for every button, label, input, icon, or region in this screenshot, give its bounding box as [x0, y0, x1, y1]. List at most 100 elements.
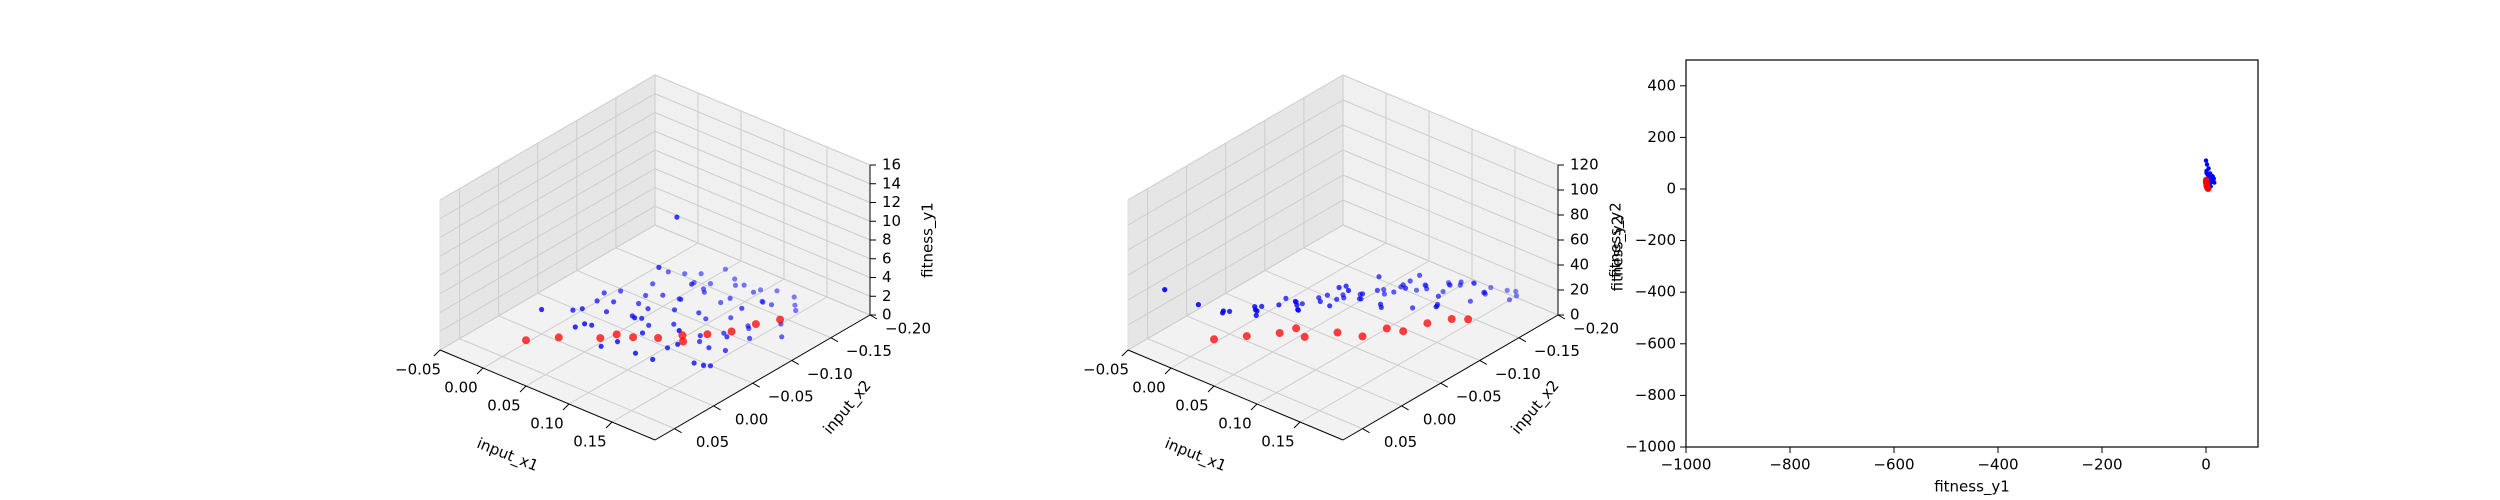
population-point [1357, 291, 1363, 297]
pareto-point [678, 331, 687, 340]
population-point [1398, 284, 1404, 290]
pareto-point [751, 320, 760, 329]
population-point [650, 356, 656, 362]
population-point [589, 322, 595, 328]
y-tick [1479, 360, 1488, 365]
panel-objective-space-2d: −1000 −800 −600 −400 −200 0 −1000 −800 −600 −400 −… [1609, 59, 2259, 497]
x-tick-label: −200 [2081, 456, 2122, 474]
population-point [721, 330, 727, 336]
population-point [697, 338, 703, 345]
population-point [539, 306, 545, 313]
pareto-point [727, 327, 736, 336]
population-point [1340, 292, 1346, 298]
y-tick-label: −1000 [1625, 438, 1676, 456]
population-point [1259, 303, 1265, 309]
z-tick-label: 60 [1570, 231, 1589, 249]
z-tick-label: 2 [882, 287, 892, 305]
x-tick [562, 403, 570, 411]
gridline-z [1342, 174, 1559, 266]
y-tick-label: −0.20 [1573, 320, 1619, 338]
population-point [671, 321, 677, 327]
population-point [1457, 282, 1463, 288]
z-axis-label: fitness_y2 [1607, 202, 1626, 278]
population-point [676, 296, 682, 302]
x-axis-label: input_x1 [474, 434, 541, 476]
population-point [745, 323, 751, 329]
population-point [759, 298, 765, 304]
gridline-z [439, 187, 656, 313]
gridline-y [1303, 247, 1520, 339]
pareto-point [1275, 329, 1284, 337]
population-point [632, 350, 639, 356]
gridline-z [1127, 174, 1344, 301]
pareto-point [1447, 315, 1456, 323]
x-tick-label: −600 [1873, 456, 1914, 474]
population-point [1407, 278, 1413, 284]
z-tick-label: 0 [882, 306, 892, 324]
gridline-z [439, 168, 656, 295]
population-point [1377, 301, 1384, 307]
population-point [791, 294, 797, 300]
gridline-z [1127, 99, 1344, 226]
y-tick [1401, 405, 1409, 411]
population-point [674, 214, 680, 220]
gridline-z [654, 187, 871, 278]
population-point [1345, 287, 1352, 294]
population-point [1327, 303, 1333, 309]
z-tick-label: 4 [882, 268, 892, 286]
population-point [582, 321, 588, 327]
pareto-point [2203, 182, 2210, 190]
population-point [636, 300, 642, 307]
population-point [1336, 284, 1342, 291]
x-axis-label: input_x1 [1162, 434, 1229, 476]
population-point [700, 362, 707, 368]
population-point [696, 310, 702, 316]
z-tick-label: 16 [882, 156, 901, 174]
pareto-point [1464, 315, 1473, 324]
y-tick-label: 400 [1647, 76, 1676, 94]
pareto-point [522, 336, 530, 345]
population-point [1356, 296, 1362, 302]
population-point [1381, 291, 1387, 297]
x-tick [476, 367, 484, 375]
pareto-point [776, 315, 785, 324]
population-point [646, 322, 652, 328]
y-tick [869, 314, 878, 320]
population-point [645, 306, 651, 312]
population-point [2203, 158, 2209, 163]
gridline-z [1342, 74, 1559, 166]
gridline-y [498, 315, 714, 407]
gridline-y [1264, 269, 1481, 361]
pareto-point [1382, 324, 1391, 333]
population-point [1488, 284, 1494, 291]
population-point [639, 330, 646, 336]
gridline-z [1342, 224, 1559, 316]
x-tick-label: −400 [1977, 456, 2018, 474]
population-point [618, 288, 624, 294]
population-point [691, 280, 697, 286]
population-point [629, 313, 635, 319]
y-tick-label: −0.15 [846, 342, 892, 360]
population-point [1195, 302, 1201, 308]
plot-area [1685, 59, 2259, 448]
population-point [750, 289, 757, 295]
population-point [768, 302, 775, 308]
x-tick [1121, 349, 1129, 357]
gridline-z [439, 130, 656, 257]
y-tick [1440, 382, 1448, 388]
y-tick [713, 405, 721, 411]
pareto-point [1423, 319, 1432, 328]
population-point [1513, 288, 1519, 294]
gridline-y [615, 247, 832, 339]
y-tick-label: −600 [1635, 334, 1676, 352]
population-point [1334, 296, 1340, 302]
pareto-point [654, 334, 663, 342]
gridline-z [439, 93, 656, 220]
population-point [643, 292, 649, 299]
y-axis-label: fitness_y2 [1609, 216, 1628, 292]
x-tick [605, 421, 613, 429]
population-point [1413, 287, 1420, 293]
gridline-z [1342, 199, 1559, 291]
pareto-point [1210, 335, 1218, 344]
y-tick-label: −0.20 [885, 320, 931, 338]
